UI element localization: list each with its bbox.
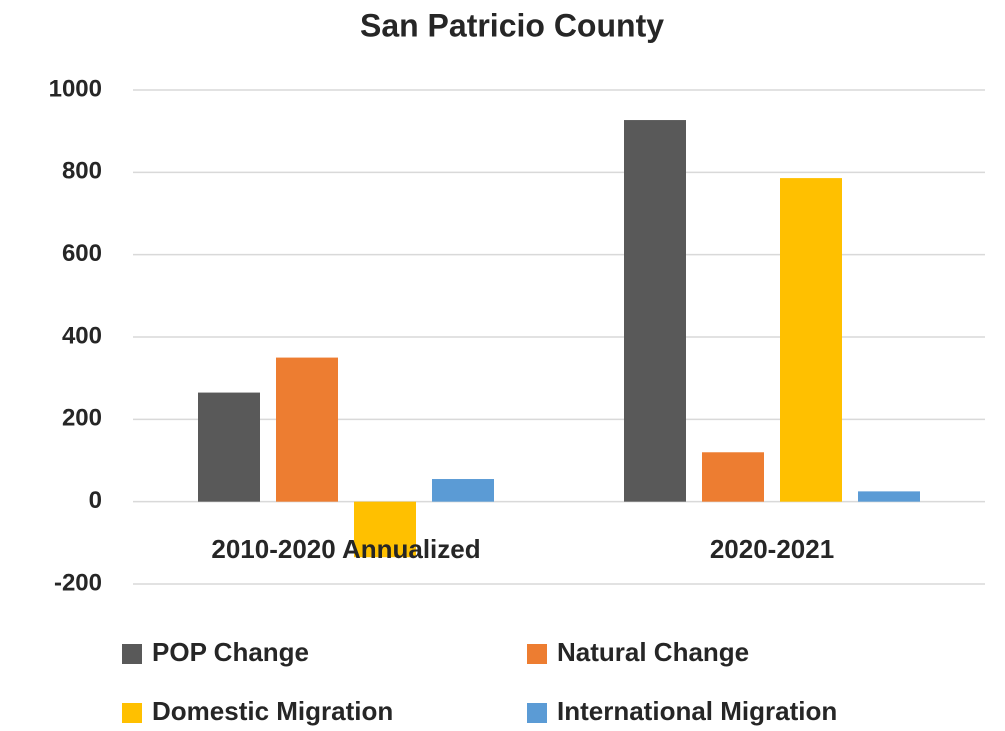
legend-label: International Migration	[557, 696, 837, 726]
bar	[354, 501, 416, 558]
y-tick-label: 200	[62, 405, 102, 432]
legend-swatch	[122, 703, 142, 723]
x-tick-label: 2020-2021	[710, 534, 834, 564]
legend-label: Domestic Migration	[152, 696, 393, 726]
y-tick-label: -200	[54, 569, 102, 596]
bar	[780, 178, 842, 502]
bar	[276, 357, 338, 502]
legend-swatch	[527, 644, 547, 664]
chart-title: San Patricio County	[360, 7, 664, 43]
y-tick-label: 800	[62, 158, 102, 185]
legend-swatch	[527, 703, 547, 723]
bar	[858, 491, 920, 502]
x-tick-label: 2010-2020 Annualized	[211, 534, 480, 564]
y-tick-label: 600	[62, 240, 102, 267]
bar	[702, 452, 764, 502]
legend-swatch	[122, 644, 142, 664]
y-tick-label: 0	[89, 487, 102, 514]
legend-label: POP Change	[152, 637, 309, 667]
bar	[432, 479, 494, 502]
y-tick-label: 1000	[49, 75, 102, 102]
y-tick-label: 400	[62, 322, 102, 349]
bar	[624, 120, 686, 502]
legend-label: Natural Change	[557, 637, 749, 667]
bar	[198, 392, 260, 502]
